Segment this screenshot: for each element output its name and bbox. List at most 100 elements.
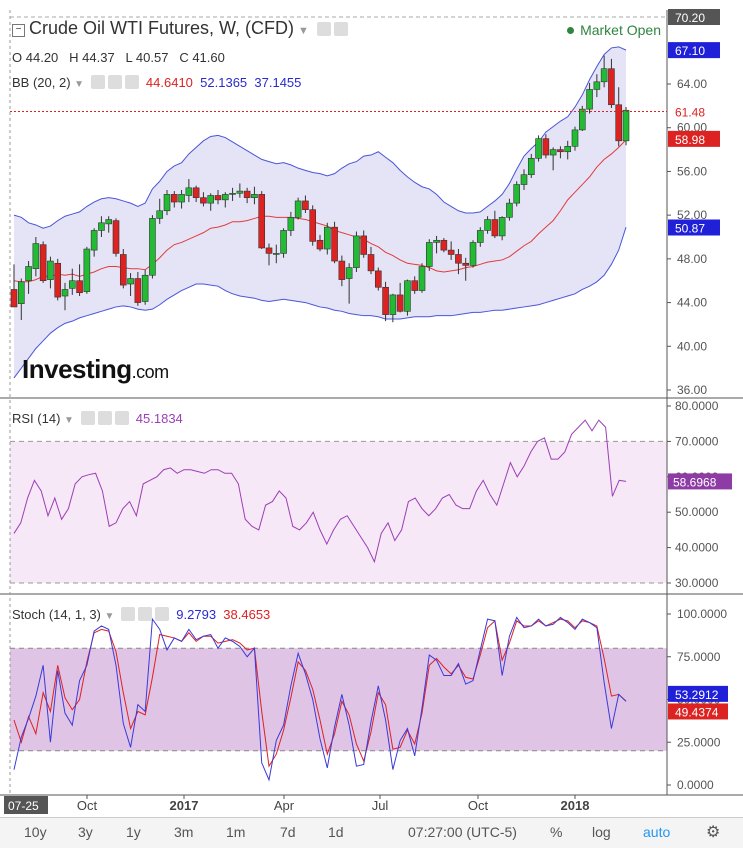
candle-body bbox=[32, 243, 40, 269]
range-7d-button[interactable]: 7d bbox=[280, 824, 296, 840]
axes: 36.0040.0044.0048.0052.0056.0060.0064.00… bbox=[0, 9, 743, 814]
range-1y-button[interactable]: 1y bbox=[126, 824, 141, 840]
gear-icon[interactable] bbox=[107, 75, 122, 89]
candle-body bbox=[484, 219, 491, 231]
low-label: L bbox=[125, 50, 133, 65]
bb-lower-badge: 50.87 bbox=[675, 221, 705, 235]
stoch-tick-label: 25.0000 bbox=[677, 735, 721, 749]
last-price-badge-bg bbox=[668, 103, 720, 120]
candle-body bbox=[425, 242, 433, 267]
stoch-panel[interactable] bbox=[10, 616, 667, 782]
eye-icon[interactable] bbox=[90, 75, 105, 89]
candle-body bbox=[163, 194, 171, 212]
bottom-toolbar: 10y 3y 1y 3m 1m 7d 1d 07:27:00 (UTC-5) %… bbox=[0, 817, 743, 848]
candle-body bbox=[200, 197, 207, 204]
price-panel[interactable] bbox=[10, 10, 667, 398]
time-tick-label: Oct bbox=[468, 798, 489, 813]
rsi-label: RSI (14) bbox=[12, 411, 61, 426]
collapse-icon[interactable]: − bbox=[12, 24, 25, 37]
market-status: Market Open bbox=[567, 22, 661, 38]
range-1d-button[interactable]: 1d bbox=[328, 824, 344, 840]
range-3m-button[interactable]: 3m bbox=[174, 824, 194, 840]
last-price-badge: 61.48 bbox=[675, 106, 705, 120]
price-tick-label: 36.00 bbox=[677, 383, 707, 397]
close-icon[interactable] bbox=[155, 607, 170, 621]
close-icon[interactable] bbox=[114, 411, 129, 425]
rsi-value: 45.1834 bbox=[135, 411, 183, 426]
time-tick-label: Jul bbox=[372, 798, 389, 813]
candle-body bbox=[433, 239, 440, 243]
eye-icon[interactable] bbox=[121, 607, 136, 621]
stoch-tick-label: 0.0000 bbox=[677, 778, 714, 792]
candle-body bbox=[608, 68, 615, 106]
chevron-down-icon[interactable]: ▼ bbox=[64, 415, 74, 426]
chevron-down-icon[interactable]: ▼ bbox=[298, 25, 309, 37]
gear-icon[interactable] bbox=[333, 22, 348, 36]
open-value: 44.20 bbox=[25, 50, 59, 65]
gear-icon[interactable]: ⚙ bbox=[706, 824, 721, 841]
candle-body bbox=[280, 230, 287, 254]
stoch-d-badge: 49.4374 bbox=[675, 705, 719, 719]
stoch-d-badge-bg bbox=[668, 703, 728, 720]
rsi-tick-label: 70.0000 bbox=[675, 434, 719, 448]
close-label: C bbox=[179, 50, 189, 65]
stoch-legend[interactable]: Stoch (14, 1, 3) ▼ 9.2793 38.4653 bbox=[12, 607, 270, 622]
bb-lower-badge-bg bbox=[668, 219, 720, 236]
status-dot-icon bbox=[567, 27, 575, 34]
price-tick-label: 40.00 bbox=[677, 339, 707, 353]
candle-body bbox=[600, 68, 608, 83]
eye-icon[interactable] bbox=[80, 411, 95, 425]
candle-body bbox=[404, 280, 411, 312]
range-1m-button[interactable]: 1m bbox=[226, 824, 246, 840]
candle-body bbox=[229, 192, 236, 195]
candle-body bbox=[119, 254, 127, 286]
candle-body bbox=[17, 281, 25, 304]
candle-body bbox=[353, 235, 360, 268]
candle-body bbox=[127, 278, 134, 285]
chevron-down-icon[interactable]: ▼ bbox=[74, 79, 85, 90]
log-toggle[interactable]: log bbox=[592, 824, 611, 840]
candle-body bbox=[76, 280, 83, 294]
candle-body bbox=[54, 262, 62, 298]
candle-body bbox=[418, 266, 426, 291]
ohlc-values: O 44.20 H 44.37 L 40.57 C 41.60 bbox=[12, 50, 225, 65]
investing-logo: Investing.com bbox=[22, 354, 169, 385]
eye-icon[interactable] bbox=[316, 22, 331, 36]
bb-legend[interactable]: BB (20, 2) ▼ 44.6410 52.1365 37.1455 bbox=[12, 75, 301, 90]
range-3y-button[interactable]: 3y bbox=[78, 824, 93, 840]
candle-body bbox=[549, 149, 557, 156]
close-value: 41.60 bbox=[192, 50, 225, 65]
bb-value-1: 44.6410 bbox=[145, 75, 193, 90]
auto-toggle[interactable]: auto bbox=[643, 824, 671, 840]
symbol-title-text: Crude Oil WTI Futures, W, (CFD) bbox=[29, 18, 295, 38]
candle-body bbox=[513, 184, 521, 204]
price-top-badge-bg bbox=[668, 9, 720, 25]
percent-toggle[interactable]: % bbox=[550, 824, 563, 840]
high-value: 44.37 bbox=[82, 50, 115, 65]
stoch-label: Stoch (14, 1, 3) bbox=[12, 607, 101, 622]
gear-icon[interactable] bbox=[97, 411, 112, 425]
rsi-panel[interactable] bbox=[10, 419, 667, 584]
candle-body bbox=[345, 267, 353, 279]
candle-body bbox=[447, 249, 455, 255]
chevron-down-icon[interactable]: ▼ bbox=[104, 611, 115, 622]
candle-body bbox=[411, 280, 419, 291]
symbol-title[interactable]: − Crude Oil WTI Futures, W, (CFD) ▼ bbox=[12, 18, 348, 39]
gear-icon[interactable] bbox=[138, 607, 153, 621]
rsi-legend[interactable]: RSI (14) ▼ 45.1834 bbox=[12, 411, 183, 426]
candle-body bbox=[323, 226, 331, 250]
candle-body bbox=[389, 294, 397, 315]
close-price-badge-bg bbox=[668, 130, 720, 147]
time-tick-label: 2017 bbox=[170, 798, 199, 813]
clock-readout[interactable]: 07:27:00 (UTC-5) bbox=[408, 824, 517, 840]
candle-body bbox=[156, 210, 164, 219]
bb-label: BB (20, 2) bbox=[12, 75, 71, 90]
range-10y-button[interactable]: 10y bbox=[24, 824, 47, 840]
candle-body bbox=[10, 289, 18, 308]
close-icon[interactable] bbox=[124, 75, 139, 89]
candle-body bbox=[47, 260, 54, 280]
candle-body bbox=[476, 230, 484, 243]
candle-body bbox=[61, 289, 69, 297]
candle-body bbox=[98, 222, 105, 231]
